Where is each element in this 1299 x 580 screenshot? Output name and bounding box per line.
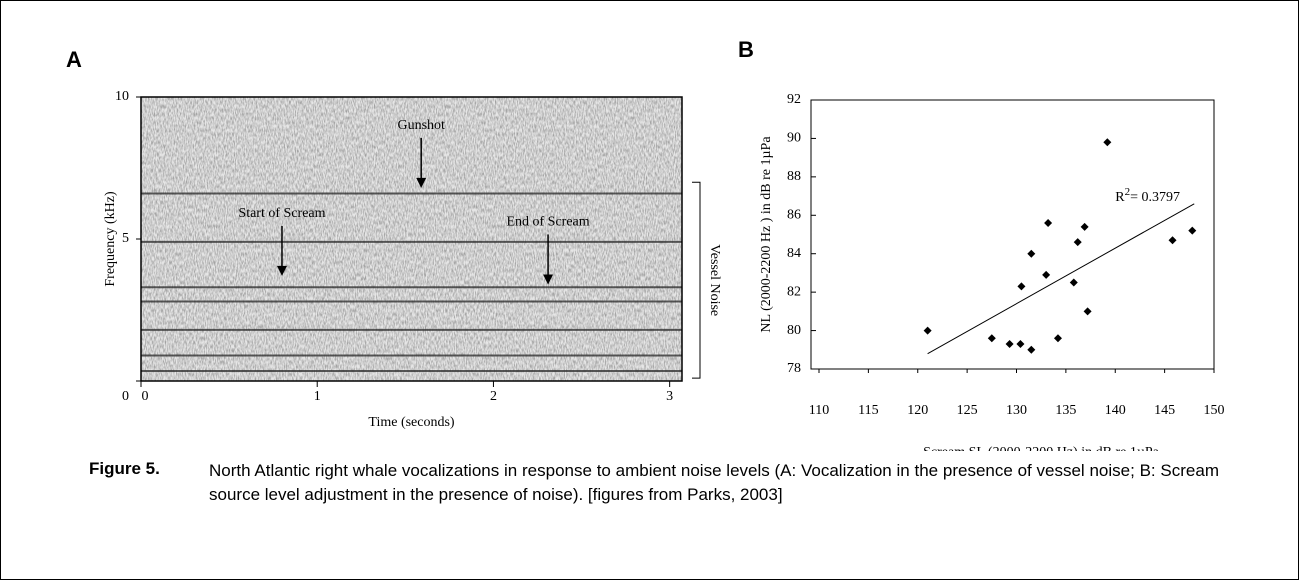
x-tick-label: 145 — [1154, 403, 1175, 418]
r-squared-part: 2 — [1125, 186, 1131, 198]
x-tick-label: 0 — [142, 389, 149, 404]
data-point — [923, 326, 932, 335]
x-axis-label: Scream SL (2000-2200 Hz) in dB re 1µPa — [923, 445, 1160, 451]
y-tick-label: 78 — [787, 361, 801, 376]
trend-line — [927, 203, 1195, 355]
y-axis-label: Frequency (kHz) — [103, 191, 118, 287]
data-point — [1083, 307, 1092, 316]
data-point — [1044, 218, 1053, 227]
x-tick-label: 135 — [1055, 403, 1076, 418]
y-tick-label: 5 — [122, 231, 129, 246]
x-tick-label: 125 — [957, 403, 978, 418]
panel-label: A — [66, 47, 82, 72]
data-point — [1073, 238, 1082, 247]
x-tick-label: 110 — [809, 403, 829, 418]
x-tick-label: 3 — [666, 389, 673, 404]
spectrogram-noise — [141, 97, 682, 381]
caption-text: North Atlantic right whale vocalizations… — [209, 461, 1219, 504]
y-tick-label: 88 — [787, 169, 801, 184]
data-point — [1016, 340, 1025, 349]
x-tick-label: 140 — [1105, 403, 1126, 418]
x-tick-label: 2 — [490, 389, 497, 404]
data-point — [1017, 282, 1026, 291]
y-tick-label: 82 — [787, 284, 801, 299]
caption-label: Figure 5. — [89, 459, 160, 478]
x-tick-label: 120 — [907, 403, 928, 418]
y-tick-label: 92 — [787, 92, 801, 107]
arrow-head — [543, 274, 554, 285]
bracket — [692, 181, 701, 379]
arrow-head — [416, 177, 427, 188]
y-tick-label: 10 — [115, 89, 129, 104]
y-tick-label: 80 — [787, 323, 801, 338]
x-tick-label: 115 — [858, 403, 878, 418]
bracket-label: Vessel Noise — [707, 244, 722, 316]
data-point — [1027, 345, 1036, 354]
annotation: Start of Scream — [238, 206, 325, 221]
panel-label: B — [738, 37, 754, 62]
data-point — [1069, 278, 1078, 287]
annotation: Gunshot — [397, 118, 445, 133]
y-tick-label: 84 — [787, 246, 801, 261]
annotation: End of Scream — [506, 215, 589, 230]
x-axis-label: Time (seconds) — [368, 415, 455, 430]
r-squared-part: R — [1115, 190, 1125, 205]
data-point — [1053, 334, 1062, 343]
data-point — [1027, 249, 1036, 258]
plot-frame — [810, 99, 1215, 370]
data-point — [1103, 138, 1112, 147]
y-tick-label: 0 — [122, 389, 129, 404]
data-point — [1042, 270, 1051, 279]
x-tick-label: 150 — [1204, 403, 1225, 418]
y-tick-label: 86 — [787, 208, 801, 223]
r-squared: R2= 0.3797 — [1115, 186, 1180, 206]
data-point — [1168, 236, 1177, 245]
data-point — [1188, 226, 1197, 235]
y-tick-label: 90 — [787, 131, 801, 146]
data-point — [1005, 340, 1014, 349]
x-tick-label: 130 — [1006, 403, 1027, 418]
data-point — [987, 334, 996, 343]
data-point — [1080, 222, 1089, 231]
figure: A 0 1 2 3 0 5 10 Time (seconds) Frequency (kHz) Gu… — [66, 37, 1225, 451]
y-axis-label: NL (2000-2200 Hz ) in dB re 1µPa — [759, 136, 774, 333]
arrow-head — [276, 265, 287, 276]
r-squared-part: = 0.3797 — [1130, 190, 1180, 205]
x-tick-label: 1 — [314, 389, 321, 404]
